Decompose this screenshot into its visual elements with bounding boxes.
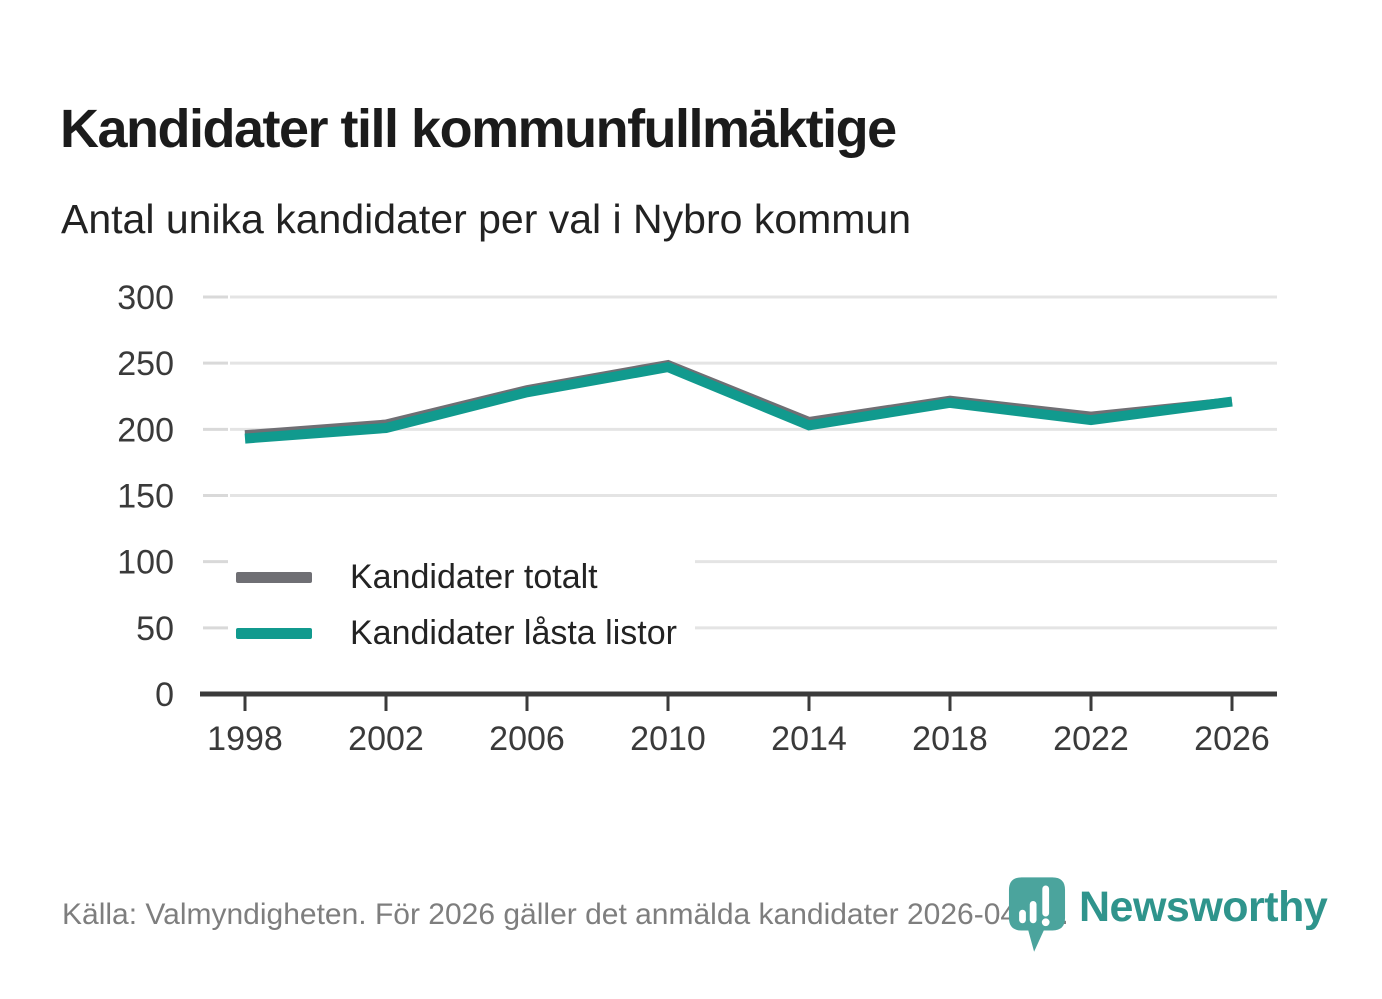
series-line-locked-lists [244,361,1233,444]
x-axis-label-2018: 2018 [912,720,988,758]
y-axis-label-150: 150 [117,478,174,516]
y-axis-label-200: 200 [117,411,174,449]
x-axis-label-2026: 2026 [1194,720,1270,758]
x-axis-label-1998: 1998 [207,720,283,758]
x-axis-label-2006: 2006 [489,720,565,758]
legend-swatch-total [236,572,312,583]
newsworthy-logo[interactable]: Newsworthy [1008,876,1328,956]
legend-label-total: Kandidater totalt [350,558,598,596]
legend-item-locked-lists: Kandidater låsta listor [236,614,677,652]
newsworthy-logo-text: Newsworthy [1079,883,1328,931]
y-axis-label-0: 0 [155,676,174,714]
x-axis-label-2022: 2022 [1053,720,1129,758]
legend-swatch-locked-lists [236,628,312,639]
legend-item-total: Kandidater totalt [236,558,677,596]
legend-label-locked-lists: Kandidater låsta listor [350,614,677,652]
newsworthy-pin-icon [1008,877,1066,952]
y-axis-label-300: 300 [117,279,174,317]
x-axis-label-2002: 2002 [348,720,424,758]
y-axis-label-250: 250 [117,345,174,383]
chart-title: Kandidater till kommunfullmäktige [60,99,897,160]
source-note: Källa: Valmyndigheten. För 2026 gäller d… [62,898,1069,931]
chart-legend: Kandidater totalt Kandidater låsta listo… [230,551,695,662]
y-axis-label-50: 50 [136,610,174,648]
x-axis-label-2014: 2014 [771,720,847,758]
y-axis-label-100: 100 [117,544,174,582]
chart-subtitle: Antal unika kandidater per val i Nybro k… [61,196,912,242]
x-axis-label-2010: 2010 [630,720,706,758]
